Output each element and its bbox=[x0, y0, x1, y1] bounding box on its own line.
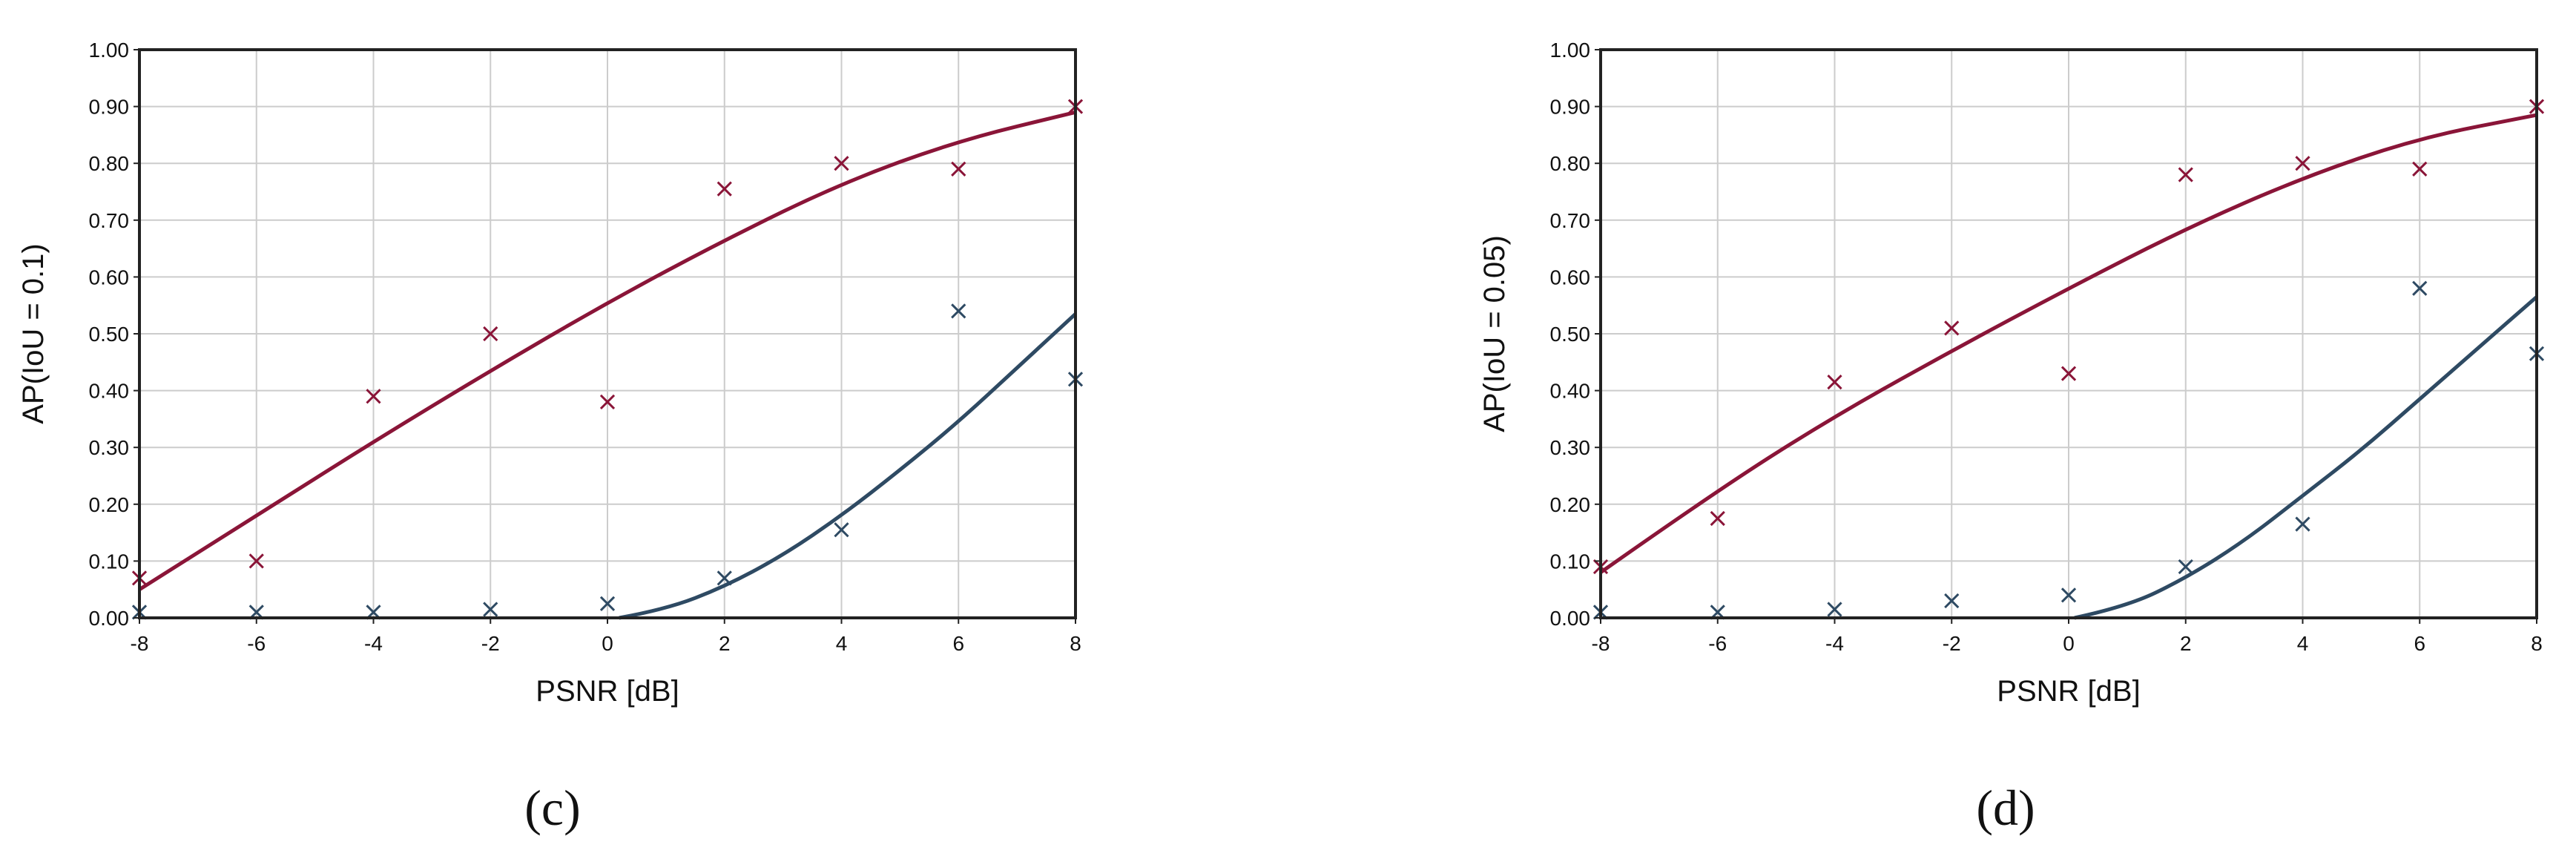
panel-caption-d: (d) bbox=[1976, 780, 2035, 836]
data-point-series-1 bbox=[2295, 156, 2310, 171]
y-tick-label: 0.80 bbox=[1550, 152, 1591, 175]
data-point-series-2 bbox=[951, 303, 966, 319]
y-tick-label: 0.20 bbox=[89, 493, 130, 516]
fit-curves-d bbox=[1599, 113, 2538, 620]
x-tick-label: -4 bbox=[1825, 632, 1844, 655]
y-tick-label: 0.80 bbox=[89, 152, 130, 175]
x-tick-label: -8 bbox=[131, 632, 149, 655]
y-tick-label: 0.00 bbox=[89, 607, 130, 630]
data-point-series-1 bbox=[1944, 320, 1960, 336]
y-tick-label: 0.90 bbox=[1550, 96, 1591, 119]
data-points-c bbox=[131, 99, 1084, 620]
data-point-series-1 bbox=[1710, 510, 1725, 527]
y-tick-label: 0.70 bbox=[1550, 209, 1591, 232]
fit-curve-series-2 bbox=[619, 312, 1077, 620]
y-ticks-c: 0.00 0.10 0.20 0.30 0.40 0.50 0.60 0.70 0.80 0.90… bbox=[89, 39, 139, 630]
x-tick-label: 6 bbox=[2414, 632, 2425, 655]
y-axis-label: AP(IoU = 0.05) bbox=[1478, 235, 1511, 432]
y-tick-label: 0.10 bbox=[89, 550, 130, 573]
x-tick-label: 6 bbox=[952, 632, 964, 655]
data-point-series-1 bbox=[951, 161, 966, 177]
x-tick-label: 4 bbox=[2297, 632, 2309, 655]
fit-curves-c bbox=[138, 110, 1077, 620]
data-point-series-1 bbox=[1827, 374, 1842, 390]
x-axis-label: PSNR [dB] bbox=[536, 675, 679, 708]
x-ticks-c: -8 -6 -4 -2 0 2 4 6 8 bbox=[131, 618, 1081, 655]
y-tick-label: 0.60 bbox=[1550, 266, 1591, 289]
x-tick-label: 8 bbox=[1070, 632, 1081, 655]
y-tick-label: 0.70 bbox=[89, 209, 130, 232]
x-ticks-d: -8 -6 -4 -2 0 2 4 6 8 bbox=[1592, 618, 2543, 655]
data-point-series-1 bbox=[2178, 167, 2193, 182]
y-tick-label: 0.10 bbox=[1550, 550, 1591, 573]
data-point-series-1 bbox=[248, 553, 264, 569]
y-ticks-d: 0.00 0.10 0.20 0.30 0.40 0.50 0.60 0.70 0.80 0.90… bbox=[1550, 39, 1601, 630]
fit-curve-series-1 bbox=[1599, 113, 2537, 574]
y-tick-label: 0.90 bbox=[89, 96, 130, 119]
data-point-series-2 bbox=[717, 570, 732, 586]
data-point-series-1 bbox=[2412, 161, 2428, 177]
data-point-series-2 bbox=[1944, 593, 1960, 609]
grid-c bbox=[139, 49, 1076, 619]
x-tick-label: 8 bbox=[2531, 632, 2543, 655]
y-tick-label: 0.50 bbox=[89, 323, 130, 346]
y-tick-label: 0.30 bbox=[89, 436, 130, 459]
y-tick-label: 0.40 bbox=[89, 380, 130, 403]
data-points-d bbox=[1592, 99, 2545, 620]
data-point-series-2 bbox=[599, 596, 616, 611]
data-point-series-2 bbox=[1710, 605, 1725, 620]
data-point-series-1 bbox=[2061, 366, 2077, 381]
panel-caption-c: (c) bbox=[524, 780, 580, 836]
grid-d bbox=[1600, 49, 2537, 619]
x-tick-label: 0 bbox=[602, 632, 613, 655]
y-tick-label: 0.00 bbox=[1550, 607, 1591, 630]
data-point-series-1 bbox=[483, 326, 498, 342]
data-point-series-2 bbox=[366, 605, 381, 620]
y-tick-label: 1.00 bbox=[89, 39, 130, 62]
data-point-series-2 bbox=[2412, 280, 2428, 296]
x-tick-label: -6 bbox=[247, 632, 266, 655]
data-point-series-2 bbox=[248, 605, 264, 620]
data-point-series-2 bbox=[2061, 587, 2077, 603]
y-tick-label: 0.50 bbox=[1550, 323, 1591, 346]
x-tick-label: -8 bbox=[1592, 632, 1610, 655]
fit-curve-series-2 bbox=[2074, 295, 2538, 620]
y-tick-label: 0.40 bbox=[1550, 380, 1591, 403]
x-tick-label: 2 bbox=[719, 632, 731, 655]
data-point-series-2 bbox=[2295, 516, 2310, 532]
x-tick-label: -4 bbox=[364, 632, 383, 655]
data-point-series-2 bbox=[1827, 602, 1842, 617]
y-tick-label: 0.60 bbox=[89, 266, 130, 289]
data-point-series-1 bbox=[717, 181, 732, 197]
y-tick-label: 1.00 bbox=[1550, 39, 1591, 62]
data-point-series-2 bbox=[2178, 559, 2193, 575]
x-axis-label: PSNR [dB] bbox=[1997, 675, 2140, 708]
chart-panel-c: 0.00 0.10 0.20 0.30 0.40 0.50 0.60 0.70 0.80 0.90… bbox=[17, 39, 1084, 836]
y-tick-label: 0.20 bbox=[1550, 493, 1591, 516]
x-tick-label: -2 bbox=[481, 632, 500, 655]
fit-curve-series-1 bbox=[138, 110, 1076, 591]
x-tick-label: -6 bbox=[1708, 632, 1727, 655]
data-point-series-1 bbox=[599, 394, 616, 410]
x-tick-label: 4 bbox=[836, 632, 848, 655]
x-tick-label: 0 bbox=[2063, 632, 2075, 655]
data-point-series-1 bbox=[834, 156, 849, 171]
data-point-series-1 bbox=[366, 389, 381, 404]
y-tick-label: 0.30 bbox=[1550, 436, 1591, 459]
x-tick-label: -2 bbox=[1943, 632, 1961, 655]
data-point-series-2 bbox=[834, 522, 849, 538]
data-point-series-2 bbox=[483, 602, 498, 617]
x-tick-label: 2 bbox=[2180, 632, 2192, 655]
y-axis-label: AP(IoU = 0.1) bbox=[17, 243, 50, 424]
chart-panel-d: 0.00 0.10 0.20 0.30 0.40 0.50 0.60 0.70 0.80 0.90… bbox=[1478, 39, 2545, 836]
